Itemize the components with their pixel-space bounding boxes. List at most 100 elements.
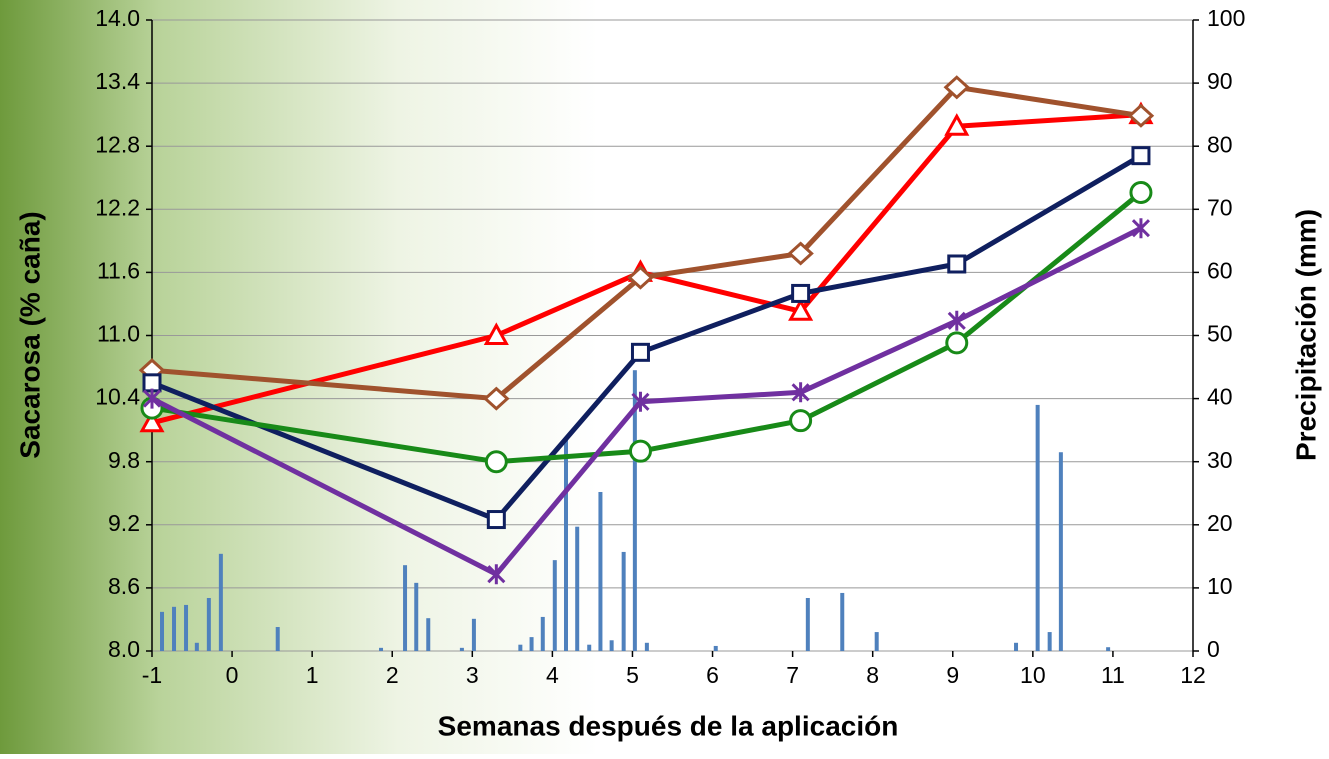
series-line — [151, 112, 1142, 426]
x-tick-label: 10 — [1020, 662, 1046, 688]
marker — [139, 409, 165, 433]
marker — [628, 439, 652, 463]
y2-tick-label: 10 — [1207, 573, 1233, 599]
precip-bar — [206, 597, 211, 651]
y2-tick-label: 50 — [1207, 321, 1233, 347]
precip-bar — [1047, 632, 1052, 651]
precip-bar — [426, 618, 431, 651]
x-axis-title: Semanas después de la aplicación — [438, 710, 899, 741]
y-tick-label: 9.2 — [108, 510, 140, 536]
precip-bar — [459, 647, 464, 651]
y-tick-label: 9.8 — [108, 447, 140, 473]
x-tick-label: -1 — [142, 662, 162, 688]
precip-bar — [1035, 404, 1040, 651]
x-tick-label: 1 — [306, 662, 319, 688]
precip-bar — [840, 592, 845, 651]
x-tick-label: 5 — [626, 662, 639, 688]
precip-bar — [1058, 452, 1063, 651]
marker — [791, 283, 811, 303]
marker — [944, 113, 970, 136]
marker — [142, 388, 162, 409]
marker — [630, 342, 650, 362]
precip-bar — [218, 553, 223, 651]
y2-tick-label: 100 — [1207, 5, 1245, 31]
precip-bar — [414, 582, 419, 651]
x-tick-label: 12 — [1180, 662, 1206, 688]
precip-bar — [194, 642, 199, 651]
marker — [788, 298, 814, 321]
marker — [627, 265, 654, 290]
precip-bar — [805, 597, 810, 651]
x-tick-label: 4 — [546, 662, 559, 688]
marker — [789, 409, 813, 433]
precip-bar — [587, 644, 592, 651]
precip-bar — [644, 642, 649, 651]
y2-tick-label: 90 — [1207, 68, 1233, 94]
precip-bar — [552, 560, 557, 651]
precip-bar — [609, 640, 614, 651]
precip-bar — [1106, 647, 1111, 651]
precip-bar — [632, 370, 637, 651]
y2-tick-label: 60 — [1207, 257, 1233, 283]
marker — [1127, 103, 1155, 128]
y-tick-label: 10.4 — [95, 384, 140, 410]
y-tick-label: 12.8 — [95, 131, 140, 157]
x-tick-label: 2 — [386, 662, 399, 688]
x-tick-label: 0 — [226, 662, 239, 688]
precip-bar — [540, 616, 545, 651]
x-tick-label: 8 — [866, 662, 879, 688]
precip-bar — [1014, 642, 1019, 651]
y-tick-label: 12.2 — [95, 194, 140, 220]
precip-bar — [275, 627, 280, 651]
precip-bar — [598, 491, 603, 651]
x-tick-label: 9 — [946, 662, 959, 688]
marker — [487, 564, 506, 585]
precip-bar — [621, 551, 626, 651]
precip-bar — [471, 618, 476, 651]
y-tick-label: 11.0 — [97, 321, 140, 347]
y-tick-label: 14.0 — [95, 5, 140, 31]
marker — [486, 510, 506, 530]
y2-axis-title: Precipitación (mm) — [1290, 209, 1321, 461]
y-tick-label: 8.6 — [108, 573, 140, 599]
marker — [631, 391, 650, 412]
y-axis-title: Sacarosa (% caña) — [14, 211, 45, 458]
marker — [943, 75, 971, 100]
y2-tick-label: 80 — [1207, 131, 1233, 157]
precip-bar — [529, 637, 534, 651]
precip-bar — [713, 645, 718, 651]
marker — [142, 373, 162, 393]
x-tick-label: 11 — [1101, 662, 1125, 688]
precip-bar — [403, 565, 408, 651]
precip-bar — [172, 606, 177, 651]
marker — [1131, 146, 1151, 166]
marker — [484, 450, 508, 474]
series-line — [151, 84, 1142, 402]
precip-bar — [874, 632, 879, 651]
precip-bar — [379, 647, 384, 651]
series-line — [151, 190, 1143, 465]
y2-tick-label: 30 — [1207, 447, 1233, 473]
y2-tick-label: 40 — [1207, 384, 1233, 410]
precip-bar — [563, 440, 568, 651]
y2-tick-label: 70 — [1207, 194, 1233, 220]
y2-tick-label: 0 — [1207, 636, 1220, 662]
y-tick-label: 8.0 — [108, 636, 140, 662]
marker — [1131, 218, 1151, 239]
marker — [945, 331, 969, 355]
precip-bar — [518, 644, 523, 651]
marker — [787, 241, 814, 266]
x-tick-label: 6 — [706, 662, 719, 688]
marker — [1129, 180, 1153, 204]
precip-bar — [184, 604, 189, 651]
series-line — [151, 153, 1143, 523]
marker — [483, 386, 510, 411]
precip-bar — [160, 611, 165, 651]
series-line — [150, 225, 1143, 577]
precip-bar — [575, 526, 580, 651]
marker — [483, 322, 509, 345]
x-tick-label: 3 — [466, 662, 479, 688]
marker — [791, 382, 810, 403]
marker — [947, 310, 966, 331]
